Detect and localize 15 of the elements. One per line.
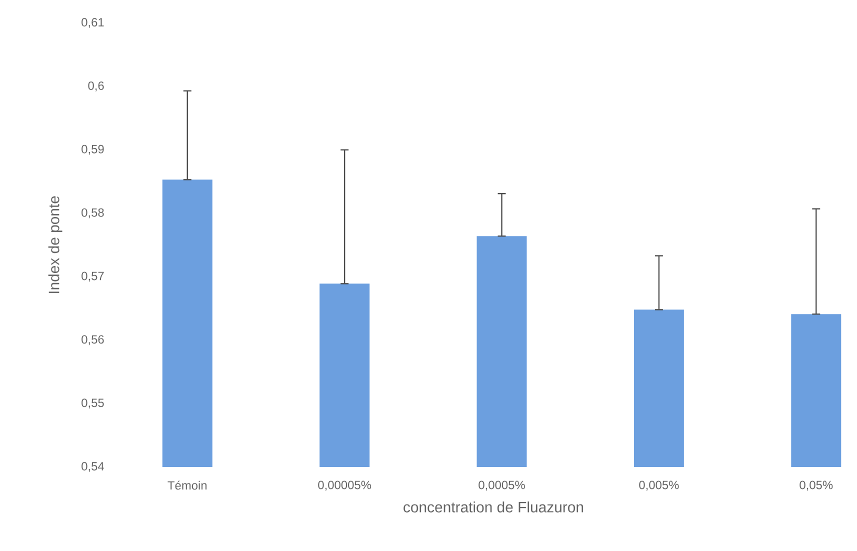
x-tick-label: 0,00005% [318,480,372,491]
y-tick-label: 0,56 [82,335,104,346]
y-tick-label: 0,59 [82,144,104,155]
y-tick-label: 0,61 [82,18,104,28]
x-axis-title: concentration de Fluazuron [404,501,584,512]
x-tick-label: Témoin [168,480,207,490]
x-tick-label: 0,05% [800,480,833,491]
y-tick-label: 0,55 [82,398,104,408]
x-tick-label: 0,0005% [478,480,525,491]
y-tick-label: 0,58 [82,208,104,218]
y-tick-label: 0,57 [82,272,104,282]
y-axis-title: Index de ponte [48,196,62,294]
x-tick-label: 0,005% [639,480,679,491]
y-tick-label: 0,54 [82,462,104,472]
y-tick-label: 0,6 [88,81,104,92]
